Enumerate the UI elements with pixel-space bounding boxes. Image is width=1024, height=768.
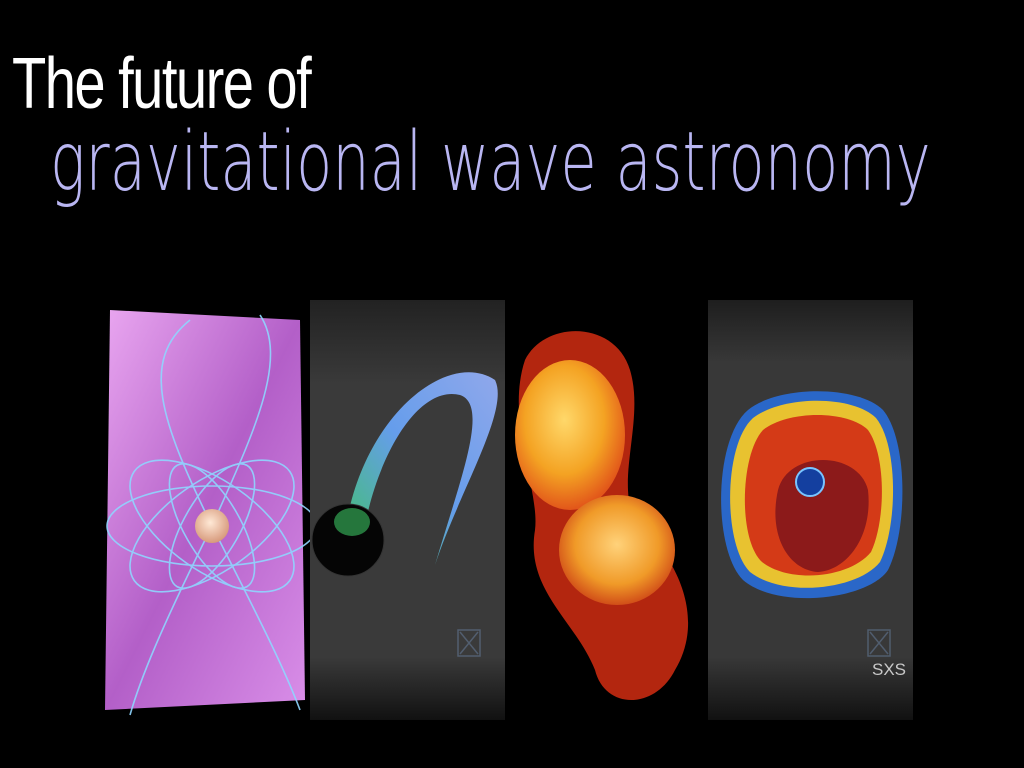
supernova-image	[708, 300, 913, 720]
magnetar-panel	[100, 300, 310, 720]
neutron-star-merger-image	[505, 300, 705, 720]
supernova-panel	[708, 300, 913, 720]
black-hole-disk-panel	[310, 300, 510, 720]
sxs-logo-icon	[867, 629, 891, 657]
sxs-logo-icon	[457, 629, 481, 657]
binary-neutron-star-panel	[505, 300, 705, 720]
magnetar-image	[105, 310, 310, 716]
black-hole-image	[310, 300, 510, 720]
sxs-credit-label: SXS	[872, 660, 907, 679]
slide-title: The future of	[12, 44, 312, 124]
slide-subtitle: gravitational wave astronomy	[50, 115, 931, 210]
